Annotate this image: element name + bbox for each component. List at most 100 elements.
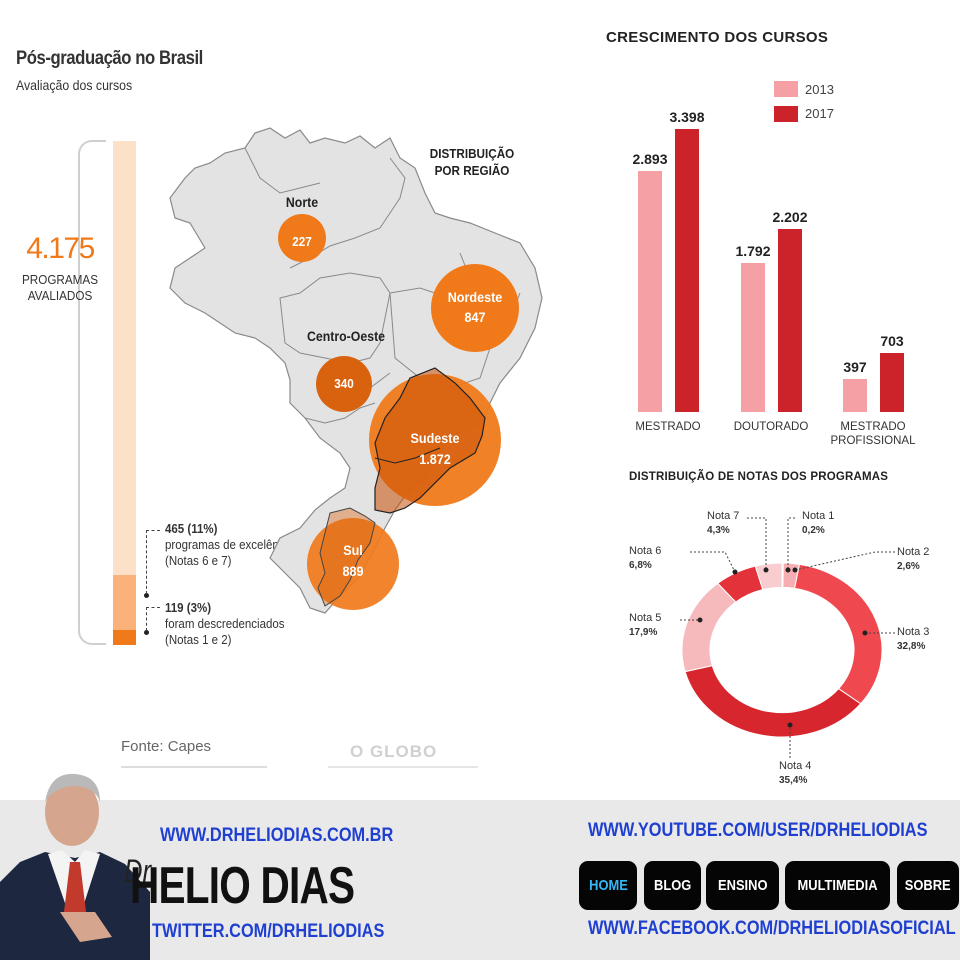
category-label: MESTRADO PROFISSIONAL — [830, 421, 916, 447]
region-value-sudeste: 1.872 — [419, 451, 451, 467]
legend-label-2013: 2013 — [805, 82, 834, 97]
region-borders-overlay — [317, 367, 486, 607]
callout-line — [146, 607, 160, 608]
slice-name-nota-6: Nota 6 — [629, 545, 662, 557]
slice-value-nota-7: 4,3% — [707, 525, 730, 536]
bar-2013-0 — [638, 171, 662, 412]
descredenciados-value: 119 (3%) — [165, 601, 212, 615]
nav-blog-label: BLOG — [653, 877, 692, 894]
legend-swatch-2017 — [774, 106, 798, 122]
slice-label-nota-5: Nota 5 17,9% — [629, 611, 661, 640]
region-value-sul: 889 — [342, 563, 364, 579]
slice-name-nota-3: Nota 3 — [897, 626, 930, 638]
twitter-link[interactable]: TWITTER.COM/DRHELIODIAS — [152, 921, 385, 942]
slice-value-nota-3: 32,8% — [897, 641, 926, 652]
slice-label-nota-3: Nota 3 32,8% — [897, 625, 929, 654]
excellence-segment — [113, 575, 136, 630]
sul-bubble — [307, 518, 399, 610]
source-divider — [121, 766, 267, 768]
descredenciados-line2: (Notas 1 e 2) — [165, 633, 232, 647]
region-value-centro-oeste: 340 — [334, 376, 354, 391]
bar-value-label: 703 — [880, 333, 904, 350]
slice-name-nota-5: Nota 5 — [629, 612, 662, 624]
excellence-callout: 465 (11%) programas de excelência (Notas… — [165, 521, 293, 569]
website-link[interactable]: WWW.DRHELIODIAS.COM.BR — [160, 825, 394, 846]
callout-dot — [144, 593, 149, 598]
presenter-photo — [0, 773, 150, 960]
callout-dot — [144, 630, 149, 635]
nordeste-bubble — [431, 264, 519, 352]
nav-sobre-button[interactable]: SOBRE — [897, 861, 959, 910]
region-label-centro-oeste: Centro-Oeste — [306, 328, 386, 344]
growth-chart-title: CRESCIMENTO DOS CURSOS — [606, 29, 829, 46]
category-label: MESTRADO — [635, 421, 701, 433]
brazil-map — [169, 127, 543, 614]
page-title: Pós-graduação no Brasil — [16, 48, 203, 69]
centro-oeste-bubble — [316, 356, 372, 412]
nav-ensino-button[interactable]: ENSINO — [706, 861, 779, 910]
publisher-divider — [328, 766, 478, 768]
callout-line — [146, 607, 147, 631]
legend-label-2017: 2017 — [805, 106, 834, 121]
nav-ensino-label: ENSINO — [717, 877, 768, 894]
slice-label-nota-4: Nota 4 35,4% — [779, 759, 811, 788]
nav-multimedia-label: MULTIMEDIA — [797, 877, 878, 894]
legend-swatch-2013 — [774, 81, 798, 97]
total-programs-value: 4.175 — [26, 232, 95, 265]
bar-2013-2 — [843, 378, 867, 412]
source-note: Fonte: Capes — [121, 738, 212, 755]
slice-name-nota-4: Nota 4 — [779, 760, 812, 772]
slice-label-nota-1: Nota 1 0,2% — [802, 509, 834, 538]
slice-label-nota-7: Nota 7 4,3% — [707, 509, 739, 538]
nav-home-label: HOME — [588, 877, 628, 894]
descredenciados-line1: foram descredenciados — [165, 617, 285, 631]
category-label: DOUTORADO — [733, 421, 809, 433]
bar-2017-0 — [675, 129, 699, 412]
descredenciados-callout: 119 (3%) foram descredenciados (Notas 1 … — [165, 600, 285, 648]
region-label-nordeste: Nordeste — [447, 289, 503, 305]
youtube-link[interactable]: WWW.YOUTUBE.COM/USER/DRHELIODIAS — [588, 820, 928, 841]
bar-2017-2 — [880, 353, 904, 412]
total-programs-label: PROGRAMAS AVALIADOS — [21, 272, 99, 303]
excellence-line1: programas de excelência — [165, 538, 294, 552]
region-label-sudeste: Sudeste — [410, 430, 460, 446]
norte-bubble — [278, 214, 326, 262]
nav-multimedia-button[interactable]: MULTIMEDIA — [785, 861, 890, 910]
slice-value-nota-4: 35,4% — [779, 775, 808, 786]
slice-name-nota-7: Nota 7 — [707, 510, 740, 522]
slice-nota-7 — [754, 562, 783, 591]
excellence-value: 465 (11%) — [165, 522, 218, 536]
donut-leader-lines — [680, 517, 895, 758]
facebook-link[interactable]: WWW.FACEBOOK.COM/DRHELIODIASOFICIAL — [588, 918, 956, 939]
nav-home-button[interactable]: HOME — [579, 861, 637, 910]
region-value-norte: 227 — [292, 234, 312, 249]
grades-donut-chart — [681, 562, 883, 738]
map-heading: DISTRIBUIÇÃO POR REGIÃO — [429, 146, 515, 178]
total-programs-bar — [113, 141, 136, 645]
region-value-nordeste: 847 — [464, 309, 486, 325]
bar-value-label: 3.398 — [669, 109, 705, 125]
region-label-norte: Norte — [285, 194, 319, 210]
bar-value-label: 2.202 — [772, 208, 808, 225]
brand-title-prefix: Dr. — [124, 853, 158, 889]
region-label-sul: Sul — [343, 542, 363, 558]
donut-chart-title: DISTRIBUIÇÃO DE NOTAS DOS PROGRAMAS — [629, 471, 889, 483]
slice-value-nota-2: 2,6% — [897, 561, 920, 572]
nav-sobre-label: SOBRE — [905, 877, 951, 894]
nav-blog-button[interactable]: BLOG — [644, 861, 701, 910]
callout-line — [146, 530, 160, 531]
bar-2017-1 — [778, 228, 802, 412]
descredenciados-segment — [113, 630, 136, 645]
total-bracket — [78, 140, 106, 645]
callout-line — [146, 530, 147, 594]
slice-name-nota-1: Nota 1 — [802, 510, 835, 522]
bar-value-label: 1.792 — [735, 242, 771, 259]
slice-value-nota-5: 17,9% — [629, 627, 658, 638]
bar-2013-1 — [741, 262, 765, 412]
slice-label-nota-2: Nota 2 2,6% — [897, 545, 929, 574]
publisher-logo: O GLOBO — [350, 742, 438, 761]
slice-label-nota-6: Nota 6 6,8% — [629, 544, 661, 573]
slice-name-nota-2: Nota 2 — [897, 546, 930, 558]
slice-value-nota-1: 0,2% — [802, 525, 825, 536]
slice-value-nota-6: 6,8% — [629, 560, 652, 571]
